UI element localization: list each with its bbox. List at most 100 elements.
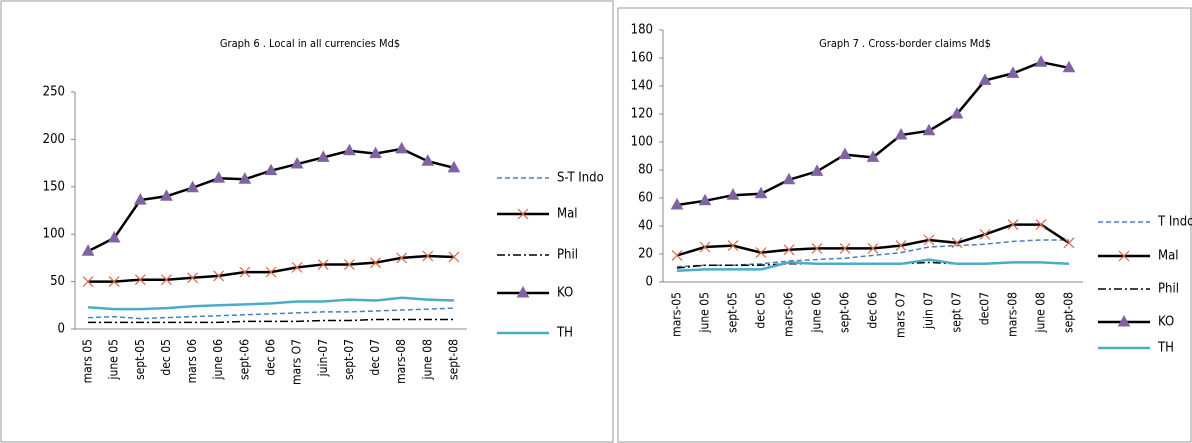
marker [239, 266, 251, 278]
y-tick-label: 120 [631, 107, 653, 122]
marker [671, 249, 683, 261]
marker [107, 230, 121, 243]
x-tick-label: sept-08 [1062, 292, 1076, 333]
marker [448, 251, 460, 263]
panel-frame [0, 0, 614, 443]
y-tick-label: 100 [631, 135, 653, 150]
x-tick-label: juin 07 [922, 292, 936, 330]
x-tick-label: sept-06 [838, 292, 852, 333]
marker [517, 208, 529, 220]
x-tick-label: dec07 [978, 292, 992, 325]
chart-title: Graph 6 . Local in all currencies Md$ [220, 37, 400, 50]
marker [447, 160, 461, 173]
marker [134, 274, 146, 286]
x-tick-label: mars 05 [81, 339, 95, 383]
marker [1118, 250, 1130, 262]
legend-label: Mal [1158, 249, 1179, 264]
x-tick-label: dec 06 [264, 339, 278, 376]
marker [396, 252, 408, 264]
x-tick-label: mars-06 [782, 292, 796, 337]
x-tick-label: dec 06 [866, 292, 880, 329]
x-tick-label: mars O7 [894, 292, 908, 338]
marker [422, 250, 434, 262]
marker [421, 154, 435, 166]
marker [161, 274, 172, 286]
legend-label: TH [556, 326, 573, 341]
panel-frame [617, 7, 1192, 443]
marker [1007, 219, 1019, 231]
y-tick-label: 0 [58, 322, 65, 337]
y-tick-label: 160 [631, 51, 653, 66]
y-tick-label: 150 [43, 179, 65, 194]
marker [516, 285, 530, 298]
y-tick-label: 20 [638, 247, 653, 262]
x-tick-label: sept 07 [950, 292, 964, 333]
marker [213, 270, 225, 282]
marker [343, 143, 356, 156]
marker [187, 272, 199, 284]
marker [369, 146, 382, 159]
marker [160, 189, 173, 201]
series-line [87, 296, 454, 311]
marker [782, 172, 796, 185]
series-line [676, 258, 1070, 273]
x-tick-label: june 08 [420, 339, 434, 381]
x-tick-label: june 08 [1034, 292, 1048, 334]
x-tick-label: mars 06 [185, 339, 199, 383]
marker [212, 171, 226, 183]
marker [978, 73, 992, 85]
x-tick-label: june 06 [211, 339, 225, 381]
marker [1117, 314, 1131, 327]
marker [1034, 55, 1048, 67]
series-line [88, 318, 454, 324]
legend-label: S-T Indo [557, 171, 604, 186]
legend-label: Mal [557, 207, 578, 222]
x-tick-label: june 05 [698, 292, 712, 334]
x-tick-label: dec 07 [368, 339, 382, 376]
y-tick-label: 80 [638, 163, 653, 178]
legend-label: T Indo [1157, 215, 1192, 230]
x-tick-label: mars-08 [394, 339, 408, 384]
marker [783, 244, 795, 256]
x-tick-label: mars-05 [670, 292, 684, 337]
marker [727, 240, 739, 252]
y-tick-label: 50 [50, 274, 65, 289]
y-tick-label: 40 [638, 219, 653, 234]
marker [894, 127, 908, 140]
marker [316, 150, 330, 162]
y-tick-label: 100 [43, 227, 65, 242]
marker [291, 261, 303, 273]
marker [1063, 237, 1075, 249]
y-tick-label: 0 [646, 275, 653, 290]
x-tick-label: dec 05 [159, 339, 173, 376]
marker [811, 242, 823, 254]
marker [839, 242, 851, 254]
legend-label: Phil [1158, 282, 1179, 297]
marker [370, 257, 381, 269]
y-tick-label: 250 [43, 85, 65, 100]
legend-label: Phil [557, 248, 578, 263]
marker [186, 180, 199, 193]
marker [395, 141, 409, 154]
marker [866, 150, 880, 162]
legend-label: KO [1158, 315, 1174, 330]
marker [838, 147, 852, 160]
marker [1062, 60, 1076, 73]
x-tick-label: sept-06 [237, 339, 251, 380]
series-line [676, 223, 1070, 257]
x-tick-label: juin-07 [316, 339, 330, 377]
marker [108, 276, 120, 288]
marker [755, 247, 767, 259]
marker [895, 240, 907, 252]
marker [698, 193, 712, 206]
marker [1006, 66, 1020, 78]
series-line [88, 307, 454, 320]
series-line [676, 60, 1070, 207]
marker [290, 157, 304, 169]
marker [133, 193, 147, 205]
marker [754, 186, 768, 199]
marker [265, 266, 277, 278]
marker [923, 234, 935, 246]
x-tick-label: mars O7 [290, 339, 304, 385]
